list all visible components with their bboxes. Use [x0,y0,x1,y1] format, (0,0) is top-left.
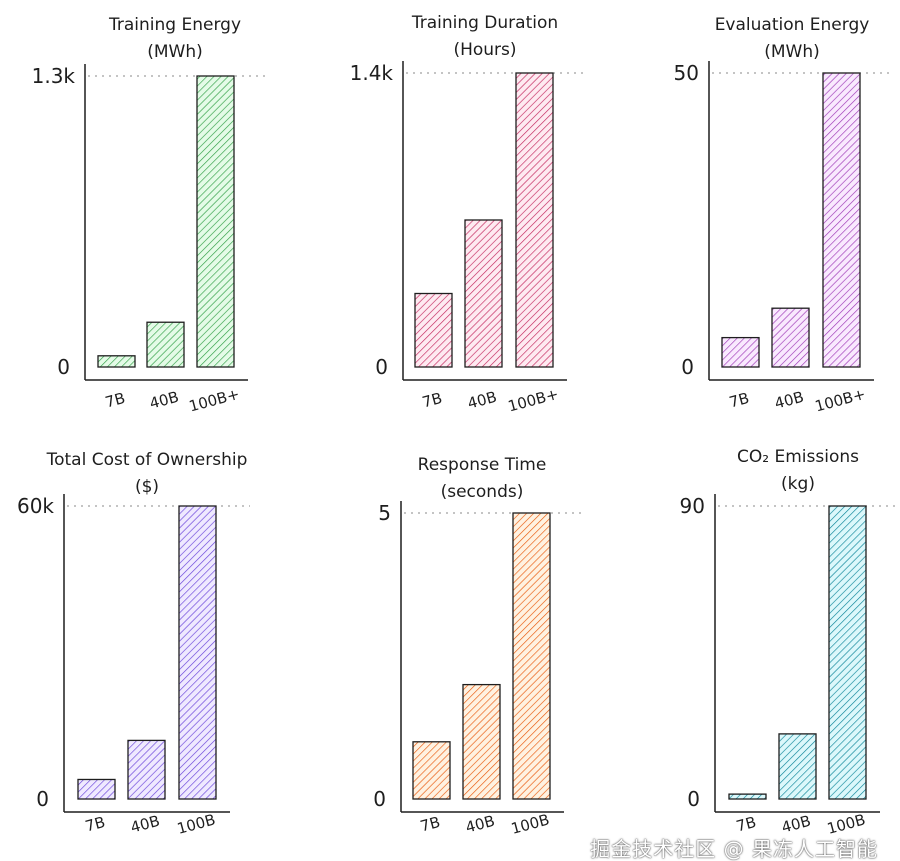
bar-100B [178,505,217,800]
bar-40B [146,321,185,368]
chart-title: Response Time [418,455,547,475]
bar-chart-4: Total Cost of Ownership ($) 0 60k 7B 40B 100B [17,450,250,838]
bar-chart-6: CO₂ Emissions (kg) 0 90 7B 40B 100B [680,447,900,838]
bar-40B [462,683,501,800]
x-tick-label: 7B [103,389,127,412]
chart-title: (kg) [781,474,815,494]
chart-title: (MWh) [147,42,203,62]
y-tick-label: 1.3k [32,64,76,88]
chart-title: (Hours) [453,40,516,60]
x-tick-label: 100B [825,810,867,837]
bar-100B [828,505,867,800]
x-tick-label: 40B [773,388,806,413]
chart-title: (seconds) [441,482,524,502]
bar-chart-2: Training Duration (Hours) 0 1.4k 7B 40B 100B+ [350,13,587,416]
y-tick-label: 0 [373,787,386,811]
x-tick-label: 100B [509,810,551,837]
x-tick-label: 40B [464,812,497,837]
x-tick-label: 100B+ [813,385,867,416]
bar-7B [97,355,136,368]
x-tick-label: 7B [83,813,107,836]
bar-100B+ [515,72,554,368]
watermark: 掘金技术社区 @ 果冻人工智能 [590,837,878,861]
y-tick-label: 0 [375,355,388,379]
x-tick-label: 40B [129,812,162,837]
bar-7B [414,292,453,368]
y-tick-label: 5 [378,501,391,525]
y-tick-label: 50 [674,61,699,85]
y-tick-label: 1.4k [350,61,394,85]
x-tick-label: 40B [780,812,813,837]
bar-7B [77,778,116,800]
chart-title: CO₂ Emissions [737,447,859,467]
bar-chart-5: Response Time (seconds) 0 5 7B 40B 100B [373,455,584,838]
x-tick-label: 7B [734,813,758,836]
bar-100B [512,512,551,800]
x-tick-label: 7B [418,813,442,836]
chart-title: Evaluation Energy [715,15,870,35]
bar-40B [771,307,810,368]
x-tick-label: 7B [727,389,751,412]
bar-chart-3: Evaluation Energy (MWh) 0 50 7B 40B 100B+ [674,15,894,416]
y-tick-label: 90 [680,494,705,518]
chart-title: (MWh) [764,42,820,62]
y-tick-label: 60k [17,494,54,518]
chart-title: Training Duration [411,13,558,33]
bar-40B [464,219,503,368]
bar-chart-1: Training Energy (MWh) 0 1.3k 7B 40B 100B+ [32,15,268,416]
x-tick-label: 40B [148,388,181,413]
bar-7B [721,336,760,368]
bar-40B [778,733,817,800]
x-tick-label: 100B+ [187,385,241,416]
y-tick-label: 0 [681,355,694,379]
x-tick-label: 100B+ [506,385,560,416]
bar-100B+ [196,75,235,368]
chart-title: Total Cost of Ownership [46,450,248,470]
x-tick-label: 40B [466,388,499,413]
x-tick-label: 100B [175,810,217,837]
y-tick-label: 0 [57,355,70,379]
y-tick-label: 0 [687,787,700,811]
bar-7B [412,741,451,800]
chart-title: Training Energy [108,15,241,35]
chart-title: ($) [135,477,159,497]
x-tick-label: 7B [420,389,444,412]
bar-40B [127,739,166,800]
y-tick-label: 0 [36,787,49,811]
bar-100B+ [822,72,861,368]
bar-7B [728,793,767,800]
